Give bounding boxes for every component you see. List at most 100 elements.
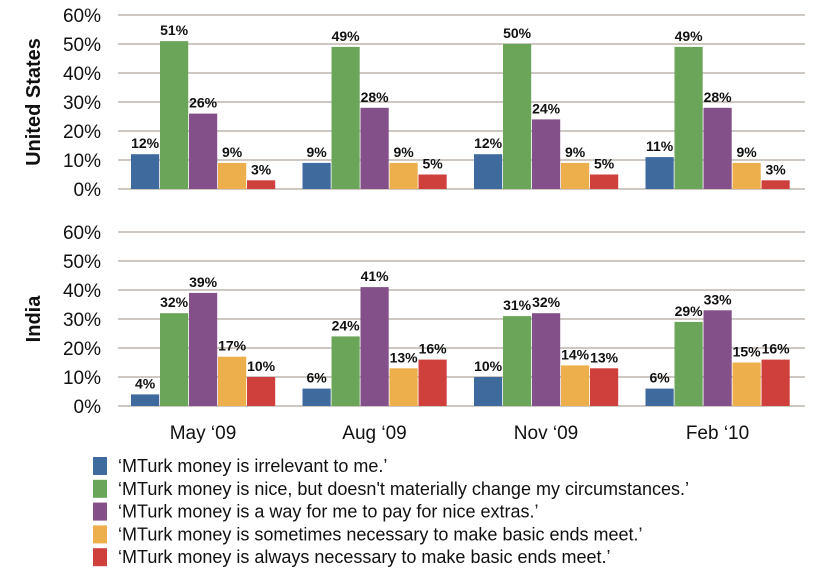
bar xyxy=(732,162,761,189)
y-tick-label: 30% xyxy=(63,310,101,331)
data-label: 26% xyxy=(189,95,218,111)
data-label: 28% xyxy=(361,89,390,105)
data-label: 31% xyxy=(503,297,532,313)
data-label: 11% xyxy=(646,138,674,154)
data-label: 9% xyxy=(306,144,327,160)
data-label: 3% xyxy=(251,161,272,177)
legend-swatch xyxy=(93,457,107,475)
bar xyxy=(218,356,247,406)
data-label: 5% xyxy=(422,156,443,172)
x-category-label: Feb ‘10 xyxy=(686,423,749,444)
panel-label: United States xyxy=(23,38,45,166)
data-label: 10% xyxy=(247,358,276,374)
bar xyxy=(389,162,418,189)
bar xyxy=(561,162,590,189)
data-label: 51% xyxy=(160,22,189,38)
data-label: 29% xyxy=(675,303,704,319)
bar xyxy=(645,157,674,189)
y-tick-label: 20% xyxy=(63,122,101,143)
y-tick-label: 60% xyxy=(63,223,101,244)
data-label: 15% xyxy=(733,344,762,360)
bar xyxy=(561,365,590,406)
data-label: 24% xyxy=(332,317,361,333)
y-tick-label: 20% xyxy=(63,339,101,360)
data-label: 13% xyxy=(590,349,619,365)
bar xyxy=(302,162,331,189)
y-tick-label: 40% xyxy=(63,64,101,85)
bar xyxy=(131,154,160,189)
data-label: 16% xyxy=(762,341,791,357)
bar xyxy=(645,388,674,406)
data-label: 5% xyxy=(594,156,615,172)
data-label: 33% xyxy=(704,291,733,307)
y-tick-label: 50% xyxy=(63,35,101,56)
data-label: 12% xyxy=(131,135,160,151)
bar xyxy=(131,394,160,406)
y-tick-label: 30% xyxy=(63,93,101,114)
data-label: 9% xyxy=(736,144,757,160)
legend-swatch xyxy=(93,548,107,567)
legend-label: ‘MTurk money is nice, but doesn't materi… xyxy=(118,479,689,499)
data-label: 6% xyxy=(649,370,670,386)
bar xyxy=(532,313,561,406)
bar xyxy=(218,162,247,189)
y-tick-label: 0% xyxy=(74,397,102,418)
data-label: 24% xyxy=(532,100,561,116)
data-label: 32% xyxy=(532,294,561,310)
bar xyxy=(160,313,189,406)
data-label: 39% xyxy=(189,274,218,290)
data-label: 12% xyxy=(474,135,503,151)
bar xyxy=(503,44,532,189)
data-label: 10% xyxy=(474,358,503,374)
bar xyxy=(331,46,360,190)
bar xyxy=(674,321,703,406)
bar xyxy=(360,287,389,406)
legend-swatch xyxy=(93,502,107,521)
data-label: 28% xyxy=(704,89,733,105)
x-category-label: Nov ‘09 xyxy=(514,423,578,444)
y-tick-label: 50% xyxy=(63,252,101,273)
panel-label: India xyxy=(23,295,45,343)
bar xyxy=(761,180,790,189)
data-label: 50% xyxy=(503,25,532,41)
bar xyxy=(590,368,619,406)
data-label: 49% xyxy=(332,28,361,44)
legend-label: ‘MTurk money is sometimes necessary to m… xyxy=(118,524,643,544)
legend-label: ‘MTurk money is always necessary to make… xyxy=(118,547,611,567)
data-label: 49% xyxy=(675,28,704,44)
x-category-label: May ‘09 xyxy=(170,423,237,444)
bar xyxy=(302,388,331,406)
bar xyxy=(474,377,503,406)
data-label: 9% xyxy=(222,144,243,160)
bar xyxy=(247,377,276,406)
legend-swatch xyxy=(93,479,107,498)
bar xyxy=(703,310,732,406)
bar xyxy=(247,180,276,189)
data-label: 4% xyxy=(135,375,156,391)
bar xyxy=(761,359,790,406)
bar xyxy=(532,119,561,189)
bar xyxy=(474,154,503,189)
bar xyxy=(703,107,732,189)
bar xyxy=(674,46,703,190)
bar xyxy=(360,107,389,189)
data-label: 17% xyxy=(218,338,247,354)
data-label: 9% xyxy=(393,144,414,160)
bar xyxy=(189,292,218,406)
bar xyxy=(503,316,532,406)
data-label: 16% xyxy=(419,341,448,357)
y-tick-label: 10% xyxy=(63,151,101,172)
bar xyxy=(590,174,619,189)
bar xyxy=(160,41,189,189)
data-label: 14% xyxy=(561,346,590,362)
y-tick-label: 0% xyxy=(74,180,102,201)
bar xyxy=(389,368,418,406)
data-label: 3% xyxy=(765,161,786,177)
bar xyxy=(418,174,447,189)
legend-label: ‘MTurk money is a way for me to pay for … xyxy=(118,502,538,522)
bar xyxy=(189,113,218,189)
data-label: 13% xyxy=(390,349,419,365)
y-tick-label: 10% xyxy=(63,368,101,389)
legend-label: ‘MTurk money is irrelevant to me.’ xyxy=(118,456,387,476)
